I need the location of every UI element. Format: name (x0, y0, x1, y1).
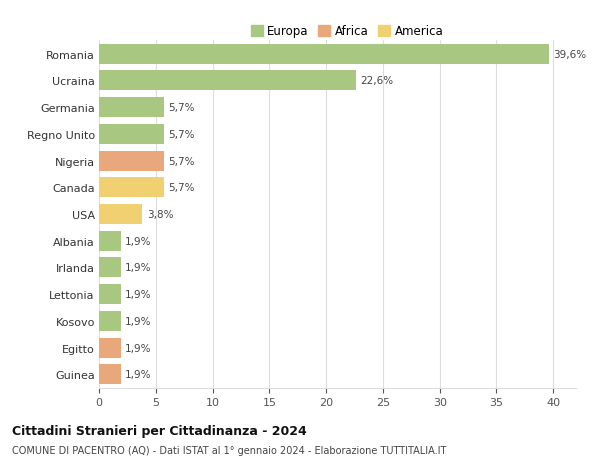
Text: 1,9%: 1,9% (125, 369, 152, 380)
Text: 5,7%: 5,7% (168, 183, 195, 193)
Bar (99, 45, 549, 65)
Bar (99, 178, 164, 198)
Bar (99, 98, 164, 118)
Text: 1,9%: 1,9% (125, 263, 152, 273)
Bar (99, 231, 121, 251)
Bar (99, 151, 164, 171)
Bar (99, 311, 121, 331)
Text: 3,8%: 3,8% (146, 210, 173, 219)
Text: 1,9%: 1,9% (125, 343, 152, 353)
Text: COMUNE DI PACENTRO (AQ) - Dati ISTAT al 1° gennaio 2024 - Elaborazione TUTTITALI: COMUNE DI PACENTRO (AQ) - Dati ISTAT al … (12, 445, 446, 455)
Text: Cittadini Stranieri per Cittadinanza - 2024: Cittadini Stranieri per Cittadinanza - 2… (12, 425, 307, 437)
Text: 39,6%: 39,6% (553, 50, 586, 60)
Bar (99, 71, 356, 91)
Text: 5,7%: 5,7% (168, 156, 195, 166)
Bar (99, 285, 121, 305)
Text: 1,9%: 1,9% (125, 236, 152, 246)
Bar (99, 364, 121, 385)
Text: 5,7%: 5,7% (168, 103, 195, 113)
Text: 1,9%: 1,9% (125, 290, 152, 300)
Bar (99, 258, 121, 278)
Text: 5,7%: 5,7% (168, 129, 195, 140)
Text: 22,6%: 22,6% (360, 76, 394, 86)
Bar (99, 338, 121, 358)
Legend: Europa, Africa, America: Europa, Africa, America (248, 23, 446, 41)
Bar (99, 124, 164, 145)
Text: 1,9%: 1,9% (125, 316, 152, 326)
Bar (99, 205, 142, 224)
